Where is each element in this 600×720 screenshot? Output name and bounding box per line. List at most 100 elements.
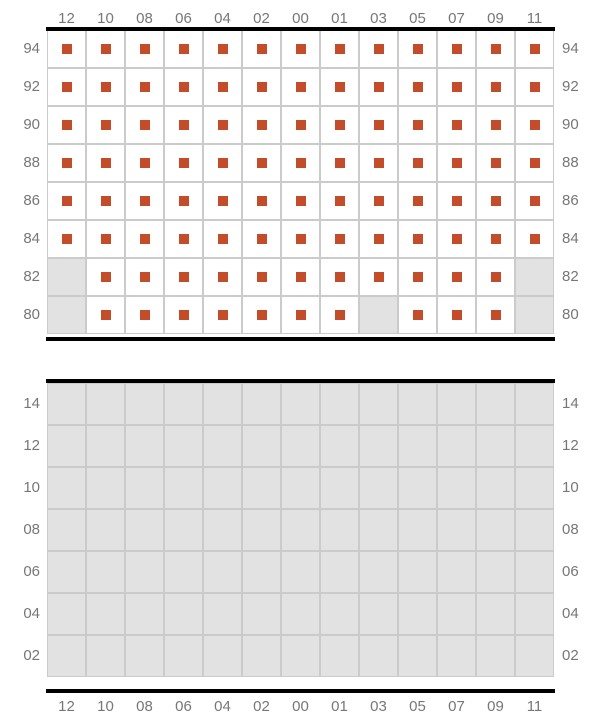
top-cell[interactable] [437,30,476,68]
bottom-cell[interactable] [398,635,437,677]
top-cell[interactable] [203,106,242,144]
bottom-cell[interactable] [125,551,164,593]
top-cell[interactable] [437,220,476,258]
top-cell[interactable] [515,68,554,106]
bottom-cell[interactable] [203,635,242,677]
top-cell[interactable] [47,144,86,182]
top-cell[interactable] [242,30,281,68]
top-cell[interactable] [359,182,398,220]
top-cell[interactable] [203,220,242,258]
bottom-cell[interactable] [515,593,554,635]
top-cell[interactable] [320,30,359,68]
bottom-cell[interactable] [398,509,437,551]
top-cell[interactable] [359,68,398,106]
top-cell[interactable] [320,258,359,296]
top-cell[interactable] [476,68,515,106]
bottom-cell[interactable] [242,383,281,425]
top-cell[interactable] [476,182,515,220]
bottom-cell[interactable] [320,593,359,635]
bottom-cell[interactable] [281,635,320,677]
top-cell[interactable] [125,182,164,220]
top-cell[interactable] [203,144,242,182]
bottom-cell[interactable] [86,635,125,677]
top-cell[interactable] [203,258,242,296]
top-cell[interactable] [164,182,203,220]
top-cell[interactable] [398,144,437,182]
top-cell[interactable] [242,144,281,182]
top-cell[interactable] [125,220,164,258]
bottom-cell[interactable] [86,467,125,509]
top-cell[interactable] [281,106,320,144]
top-cell[interactable] [515,182,554,220]
top-cell[interactable] [281,30,320,68]
top-cell[interactable] [281,68,320,106]
top-cell[interactable] [320,106,359,144]
bottom-cell[interactable] [359,509,398,551]
bottom-cell[interactable] [203,425,242,467]
top-cell[interactable] [86,182,125,220]
top-cell[interactable] [125,30,164,68]
bottom-cell[interactable] [281,551,320,593]
top-cell[interactable] [359,106,398,144]
top-cell[interactable] [86,258,125,296]
top-cell[interactable] [476,106,515,144]
bottom-cell[interactable] [476,593,515,635]
top-cell[interactable] [164,258,203,296]
bottom-cell[interactable] [125,467,164,509]
top-cell[interactable] [281,144,320,182]
bottom-cell[interactable] [359,383,398,425]
bottom-cell[interactable] [320,509,359,551]
bottom-cell[interactable] [359,425,398,467]
top-cell[interactable] [515,220,554,258]
top-cell[interactable] [476,258,515,296]
bottom-cell[interactable] [515,635,554,677]
top-cell[interactable] [203,68,242,106]
bottom-cell[interactable] [164,635,203,677]
top-cell[interactable] [203,182,242,220]
bottom-cell[interactable] [437,593,476,635]
bottom-cell[interactable] [125,635,164,677]
bottom-cell[interactable] [203,383,242,425]
bottom-cell[interactable] [398,551,437,593]
bottom-cell[interactable] [437,467,476,509]
top-cell[interactable] [125,68,164,106]
top-cell[interactable] [476,220,515,258]
top-cell[interactable] [515,144,554,182]
bottom-cell[interactable] [242,509,281,551]
top-cell[interactable] [398,106,437,144]
top-cell[interactable] [398,68,437,106]
bottom-cell[interactable] [47,593,86,635]
bottom-cell[interactable] [47,425,86,467]
bottom-cell[interactable] [86,383,125,425]
top-cell[interactable] [515,30,554,68]
top-cell[interactable] [398,296,437,334]
bottom-cell[interactable] [164,425,203,467]
top-cell[interactable] [515,106,554,144]
top-cell[interactable] [437,68,476,106]
bottom-cell[interactable] [515,383,554,425]
bottom-cell[interactable] [47,509,86,551]
top-cell[interactable] [437,258,476,296]
top-cell[interactable] [125,296,164,334]
bottom-cell[interactable] [47,551,86,593]
top-cell[interactable] [281,258,320,296]
bottom-cell[interactable] [125,383,164,425]
top-cell[interactable] [164,68,203,106]
top-cell[interactable] [515,258,554,296]
bottom-cell[interactable] [320,383,359,425]
bottom-cell[interactable] [242,635,281,677]
top-cell[interactable] [476,30,515,68]
bottom-cell[interactable] [47,467,86,509]
top-cell[interactable] [164,296,203,334]
bottom-cell[interactable] [164,593,203,635]
top-cell[interactable] [47,182,86,220]
top-cell[interactable] [242,68,281,106]
bottom-cell[interactable] [86,425,125,467]
bottom-cell[interactable] [47,383,86,425]
bottom-cell[interactable] [320,551,359,593]
bottom-cell[interactable] [203,551,242,593]
top-cell[interactable] [281,296,320,334]
bottom-cell[interactable] [437,425,476,467]
bottom-cell[interactable] [164,509,203,551]
top-cell[interactable] [47,220,86,258]
